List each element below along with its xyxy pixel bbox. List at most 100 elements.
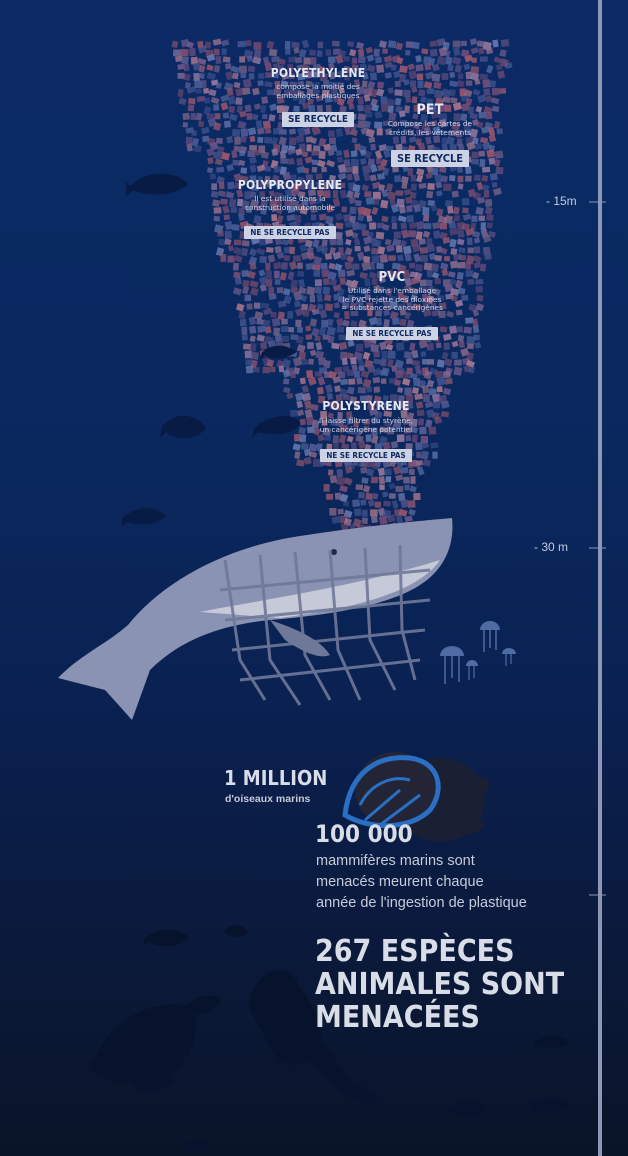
mosaic-tile — [398, 303, 406, 311]
mosaic-tile — [351, 137, 358, 144]
mosaic-tile — [235, 87, 245, 97]
mosaic-tile — [195, 87, 203, 95]
mosaic-tile — [351, 221, 361, 231]
mosaic-tile — [287, 238, 294, 245]
mosaic-tile — [415, 460, 424, 466]
mosaic-tile — [311, 419, 320, 429]
mosaic-tile — [435, 97, 444, 105]
mosaic-tile — [367, 310, 373, 317]
mosaic-tile — [475, 206, 484, 216]
mosaic-tile — [484, 254, 492, 260]
mosaic-tile — [333, 48, 341, 55]
mosaic-tile — [246, 303, 253, 310]
mosaic-tile — [312, 263, 321, 271]
mosaic-tile — [492, 39, 499, 48]
plastic-description-line: un cancérigène potentiel — [319, 424, 413, 434]
mosaic-tile — [316, 197, 323, 204]
sea-turtle-silhouette — [88, 995, 222, 1092]
mosaic-tile — [353, 427, 362, 436]
mosaic-tile — [359, 158, 367, 166]
mosaic-tile — [442, 333, 452, 341]
mosaic-tile — [453, 113, 461, 122]
mosaic-tile — [277, 300, 287, 308]
mosaic-tile — [324, 95, 333, 103]
mosaic-tile — [351, 442, 357, 450]
mosaic-tile — [379, 426, 388, 434]
mosaic-tile — [297, 262, 303, 269]
mosaic-tile — [288, 260, 298, 271]
mosaic-tile — [331, 342, 340, 350]
mosaic-tile — [422, 309, 432, 318]
mosaic-tile — [314, 335, 321, 342]
mosaic-tile — [439, 247, 448, 255]
mosaic-tile — [256, 127, 265, 135]
mosaic-tile — [257, 176, 264, 183]
mosaic-tile — [386, 359, 394, 368]
mosaic-tile — [449, 325, 458, 334]
mosaic-tile — [480, 228, 489, 238]
mosaic-tile — [237, 198, 244, 207]
mosaic-tile — [355, 484, 364, 491]
mosaic-tile — [296, 89, 305, 98]
mosaic-tile — [249, 325, 257, 334]
mosaic-tile — [342, 319, 350, 327]
mosaic-tile — [321, 419, 328, 426]
mosaic-tile — [408, 418, 418, 427]
mosaic-tile — [339, 493, 349, 503]
mosaic-tile — [292, 443, 301, 451]
mosaic-tile — [245, 39, 252, 47]
mosaic-tile — [304, 156, 313, 164]
mosaic-tile — [452, 40, 461, 48]
mosaic-tile — [231, 150, 238, 159]
mosaic-tile — [326, 159, 336, 168]
mosaic-tile — [301, 200, 309, 206]
mosaic-tile — [283, 255, 291, 262]
mosaic-tile — [476, 40, 485, 48]
mosaic-tile — [305, 416, 315, 426]
mosaic-tile — [303, 448, 311, 457]
mosaic-tile — [403, 188, 412, 196]
mosaic-tile — [475, 303, 485, 312]
mosaic-tile — [383, 55, 393, 63]
mosaic-tile — [399, 309, 407, 316]
mosaic-tile — [405, 434, 412, 442]
mosaic-tile — [232, 262, 240, 271]
mosaic-tile — [182, 73, 191, 82]
mosaic-tile — [322, 427, 332, 436]
mosaic-tile — [465, 175, 472, 182]
mosaic-tile — [301, 385, 310, 394]
mosaic-tile — [268, 114, 276, 122]
mosaic-tile — [391, 216, 397, 224]
mosaic-tile — [237, 120, 247, 130]
mosaic-tile — [378, 435, 388, 445]
mosaic-tile — [236, 189, 244, 198]
mosaic-tile — [443, 183, 452, 191]
mosaic-tile — [218, 190, 226, 197]
mosaic-tile — [276, 95, 285, 104]
mosaic-tile — [217, 230, 224, 237]
mosaic-tile — [298, 426, 307, 435]
mosaic-tile — [315, 94, 324, 102]
mosaic-tile — [442, 237, 451, 244]
mosaic-tile — [293, 105, 300, 112]
mosaic-tile — [442, 279, 451, 287]
mosaic-tile — [362, 378, 372, 388]
mosaic-tile — [282, 105, 290, 113]
mosaic-tile — [249, 342, 257, 352]
mosaic-tile — [407, 129, 414, 136]
mosaic-tile — [473, 255, 482, 263]
mosaic-tile — [394, 369, 404, 379]
mosaic-tile — [191, 137, 200, 147]
mosaic-tile — [291, 189, 300, 197]
mosaic-tile — [240, 72, 247, 78]
mosaic-tile — [344, 221, 352, 228]
mosaic-tile — [426, 190, 434, 199]
mosaic-tile — [310, 137, 318, 145]
mosaic-tile — [356, 357, 365, 367]
mosaic-tile — [233, 239, 242, 246]
mosaic-tile — [260, 208, 267, 215]
mosaic-tile — [285, 48, 291, 55]
mosaic-tile — [361, 287, 370, 296]
mosaic-tile — [291, 41, 300, 49]
mosaic-tile — [364, 120, 372, 129]
